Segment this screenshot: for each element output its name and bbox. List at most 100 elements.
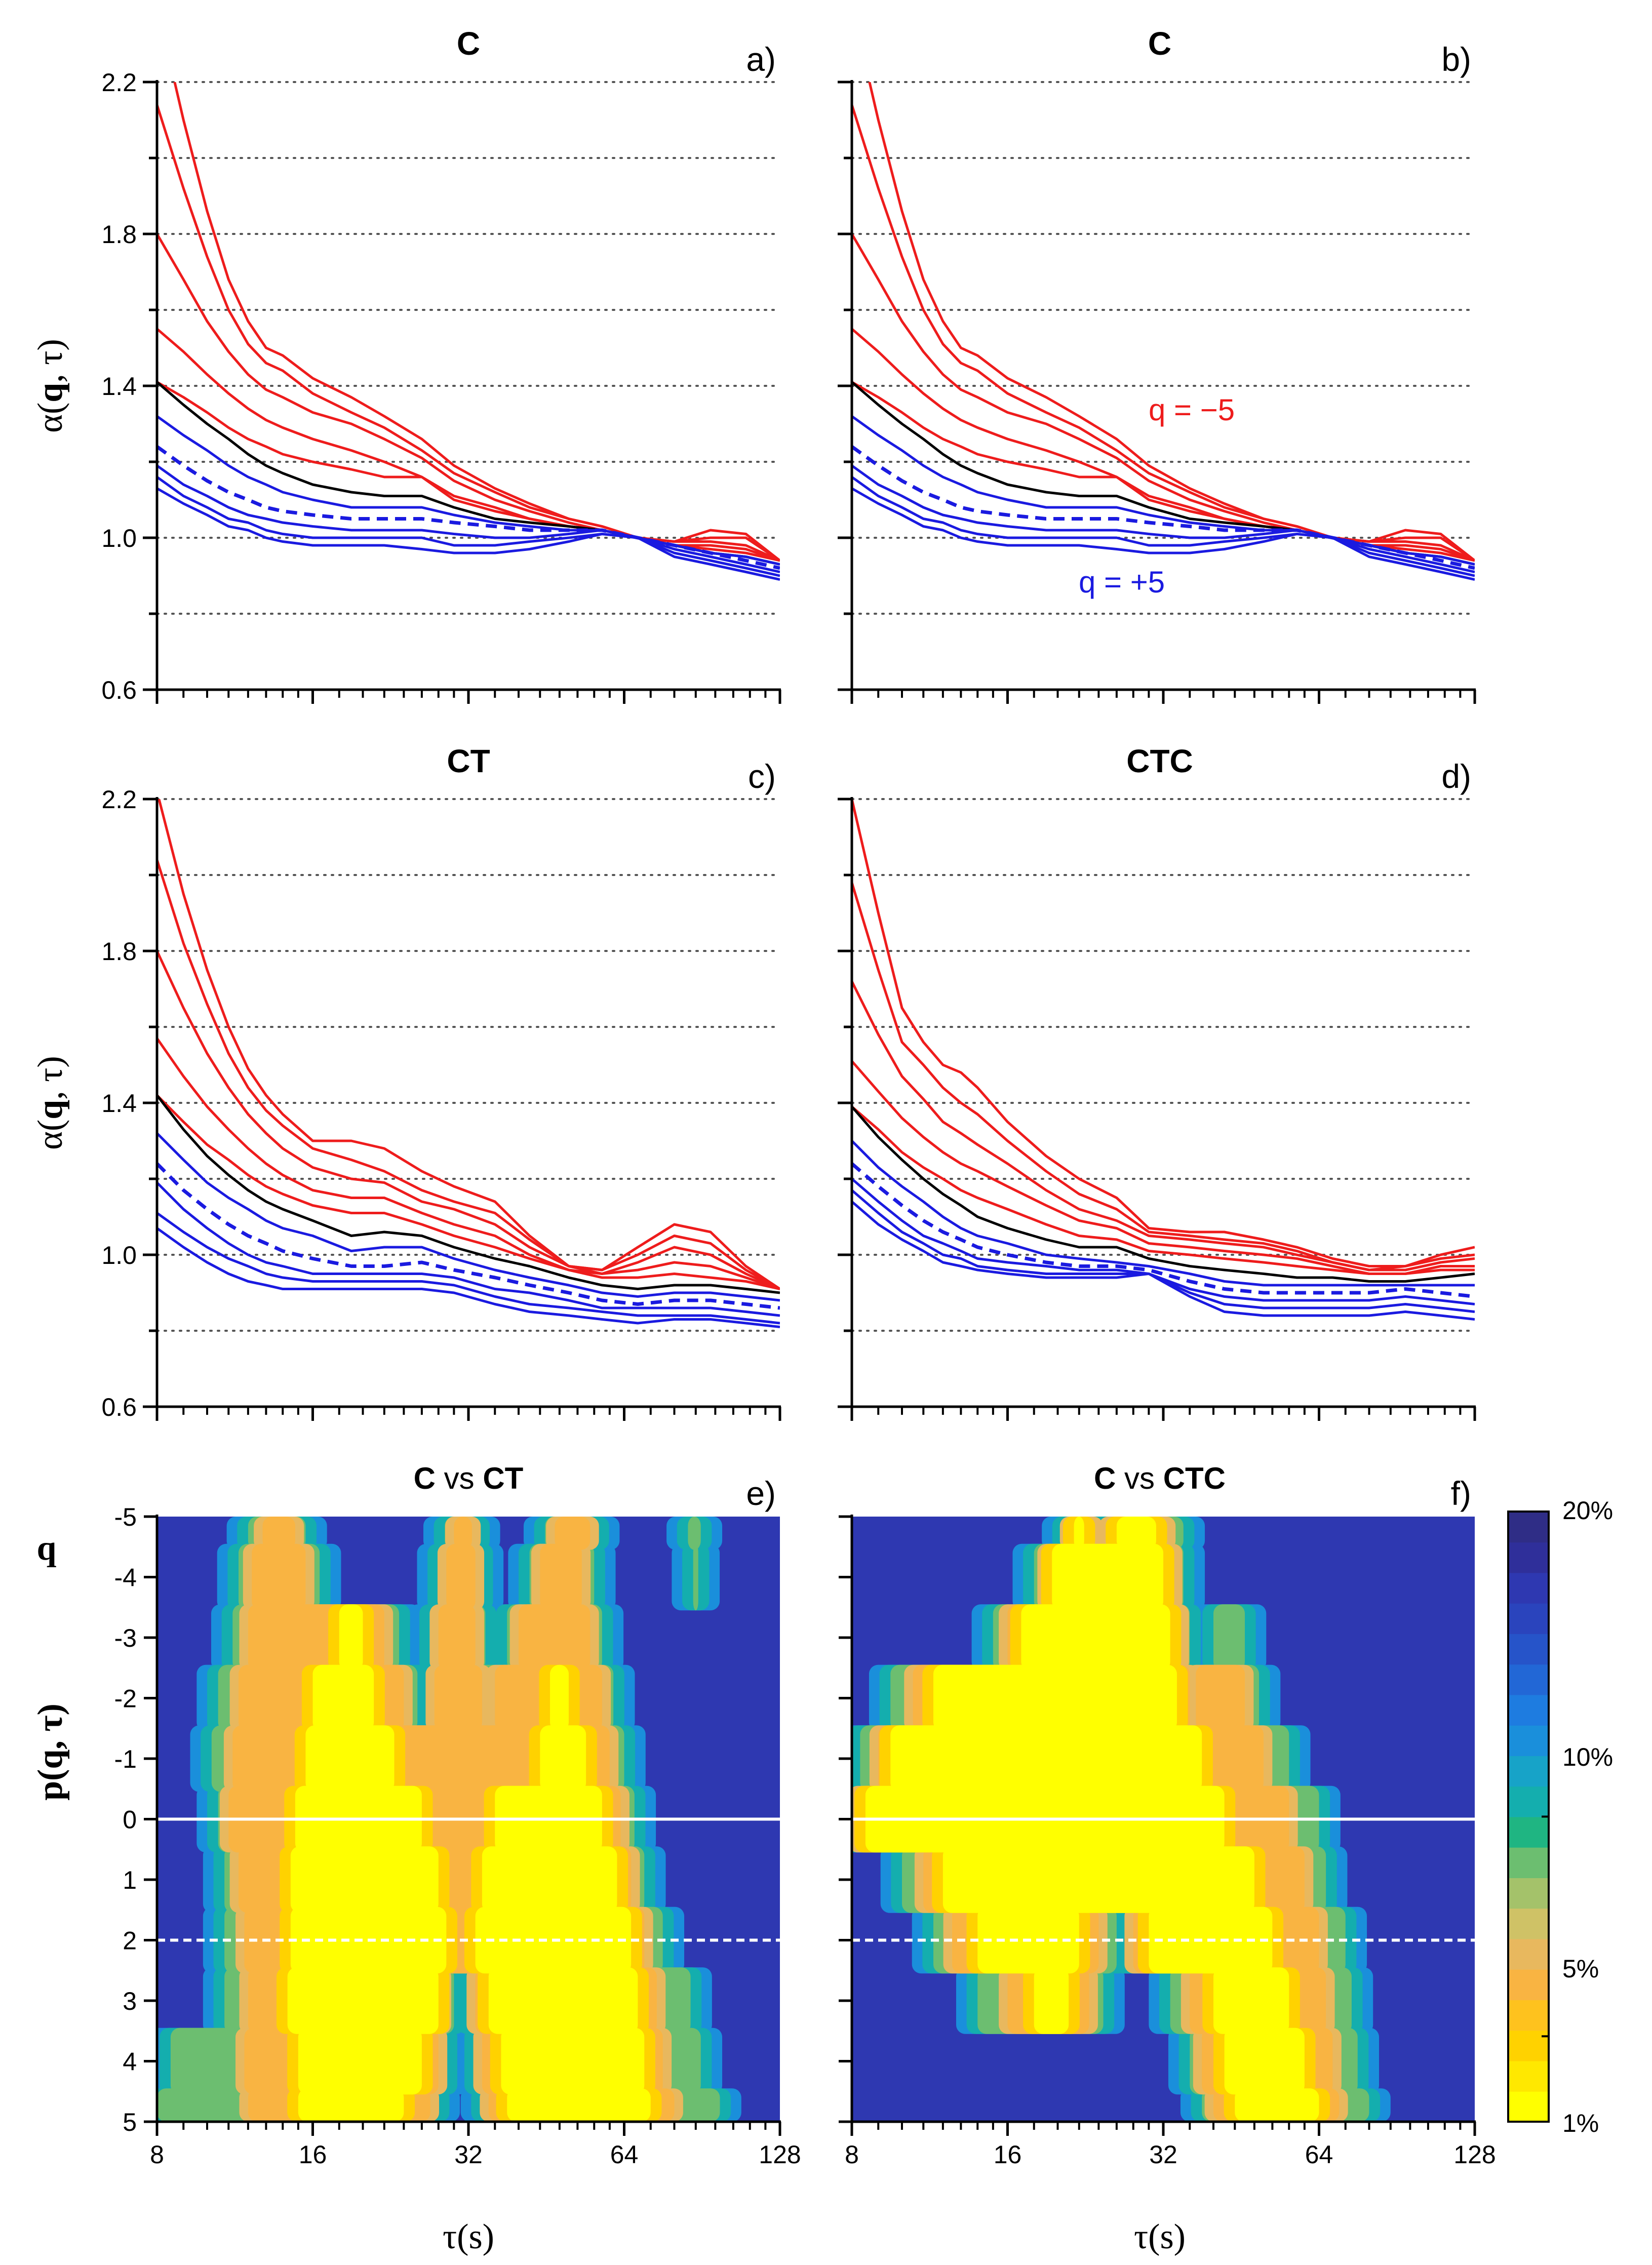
x-tick-label: 8 [150, 2140, 164, 2169]
panel-label: f) [1451, 1475, 1471, 1512]
series-line-q5 [157, 487, 780, 581]
colorbar-swatch [1508, 1725, 1549, 1756]
band-orange [518, 1604, 591, 1671]
band-yellow [507, 2088, 651, 2122]
axes: 8 16 32 64 128 [839, 1515, 1496, 2169]
q-axis-title: q [37, 1529, 57, 1568]
x-axis-label: τ(s) [443, 2217, 494, 2256]
band-yellow [1021, 1604, 1170, 1671]
panel-a: 2.2 1.8 1.4 1.0 0.6 C a) α(q, τ) [31, 25, 781, 704]
x-tick-label: 16 [994, 2140, 1022, 2169]
axes [838, 80, 1476, 704]
series-group [157, 799, 780, 1328]
colorbar: 20% 10% 5% 1% [1507, 1496, 1613, 2137]
panel-f: 8 16 32 64 128 C vs CTC f) τ(s) [839, 1461, 1496, 2256]
y-tick-label: 0.6 [101, 1393, 137, 1421]
y-tick-label: 1.4 [101, 372, 137, 401]
band-yellow [287, 1967, 439, 2034]
heatmap-cells [157, 1517, 780, 2122]
series-line-q3 [852, 464, 1475, 573]
x-tick-label: 64 [1305, 2140, 1333, 2169]
panel-label: a) [746, 41, 776, 78]
colorbar-swatch [1508, 1694, 1549, 1726]
series-line-q5 [852, 1201, 1475, 1321]
panel-title: C vs CT [414, 1461, 524, 1495]
series-line-qminus5 [852, 799, 1475, 1267]
colorbar-swatch [1508, 1634, 1549, 1665]
band-yellow [339, 1604, 363, 1671]
series-line-qminus4 [852, 882, 1475, 1271]
axes: 8 16 32 64 128 -5 -4 -3 -2 -1 0 1 2 3 4 5 [114, 1503, 801, 2169]
colorbar-swatch [1508, 1878, 1549, 1909]
y-tick-label: -4 [114, 1564, 137, 1592]
series-line-qminus1 [852, 1105, 1475, 1275]
y-tick-label: -2 [114, 1685, 137, 1713]
colorbar-label-1: 1% [1562, 2109, 1599, 2137]
band-yellow [488, 1967, 638, 2034]
series-line-q4 [157, 1212, 780, 1325]
panel-b: C b) q = −5 q = +5 [838, 25, 1476, 704]
y-tick-label: 0 [123, 1806, 137, 1834]
band-orange [438, 1604, 476, 1671]
band-yellow [890, 1725, 1202, 1792]
band-yellow [482, 1846, 617, 1913]
series-line-q3 [852, 1178, 1475, 1305]
y-axis-label: α(q, τ) [31, 1056, 70, 1149]
band-yellow [549, 1664, 569, 1732]
colorbar-label-20: 20% [1562, 1496, 1613, 1525]
band-yellow [1235, 2088, 1319, 2122]
panel-label: e) [746, 1475, 776, 1512]
series-line-qminus4 [852, 104, 1475, 562]
x-tick-label: 128 [759, 2140, 801, 2169]
x-tick-label: 128 [1453, 2140, 1496, 2169]
axes: 2.2 1.8 1.4 1.0 0.6 [101, 785, 781, 1421]
y-tick-label: 3 [123, 1987, 137, 2015]
colorbar-swatch [1508, 1847, 1549, 1878]
colorbar-swatch [1508, 1542, 1549, 1573]
band-yellow [312, 1664, 374, 1732]
band-orange [446, 1543, 476, 1611]
panel-title: C vs CTC [1094, 1461, 1226, 1495]
colorbar-frame [1507, 1511, 1550, 2123]
colorbar-swatches [1508, 1511, 1549, 2123]
series-line-q1 [852, 415, 1475, 566]
y-tick-label: 2.2 [101, 785, 137, 814]
series-line-q1 [157, 1132, 780, 1302]
colorbar-label-5: 5% [1562, 1955, 1599, 1983]
band-orange [540, 1543, 582, 1611]
series-line-qminus2 [157, 1038, 780, 1290]
grid-lines [156, 81, 781, 615]
band-yellow [1074, 1517, 1084, 1550]
band-orange [262, 1517, 295, 1550]
band-green [1213, 1604, 1245, 1671]
series-line-q0 [157, 1094, 780, 1294]
colorbar-swatch [1508, 2030, 1549, 2061]
band-yellow [1034, 1967, 1069, 2034]
series-line-qminus3 [157, 233, 780, 562]
y-axis-label: α(q, τ) [31, 339, 70, 432]
series-line-qminus5 [158, 799, 780, 1290]
y-tick-label: 1.8 [101, 220, 137, 249]
panel-title: CT [447, 743, 490, 779]
band-yellow [1052, 1543, 1163, 1611]
axes [838, 797, 1476, 1421]
band-orange [1196, 1664, 1245, 1732]
x-tick-label: 32 [454, 2140, 483, 2169]
axes: 2.2 1.8 1.4 1.0 0.6 [101, 68, 781, 704]
colorbar-swatch [1508, 1756, 1549, 1787]
y-tick-label: 1.8 [101, 937, 137, 966]
y-tick-label: 2 [123, 1927, 137, 1955]
panel-title: C [1148, 25, 1171, 62]
series-line-q2 [157, 445, 780, 570]
panel-label: c) [748, 758, 776, 795]
heatmap-cells [852, 1517, 1475, 2122]
series-group [852, 799, 1475, 1321]
y-tick-label: -3 [114, 1624, 137, 1652]
series-line-q4 [157, 475, 780, 577]
x-tick-label: 32 [1149, 2140, 1177, 2169]
band-yellow [298, 2088, 404, 2122]
band-yellow [305, 1725, 395, 1792]
colorbar-swatch [1508, 1664, 1549, 1695]
colorbar-swatch [1508, 2000, 1549, 2031]
